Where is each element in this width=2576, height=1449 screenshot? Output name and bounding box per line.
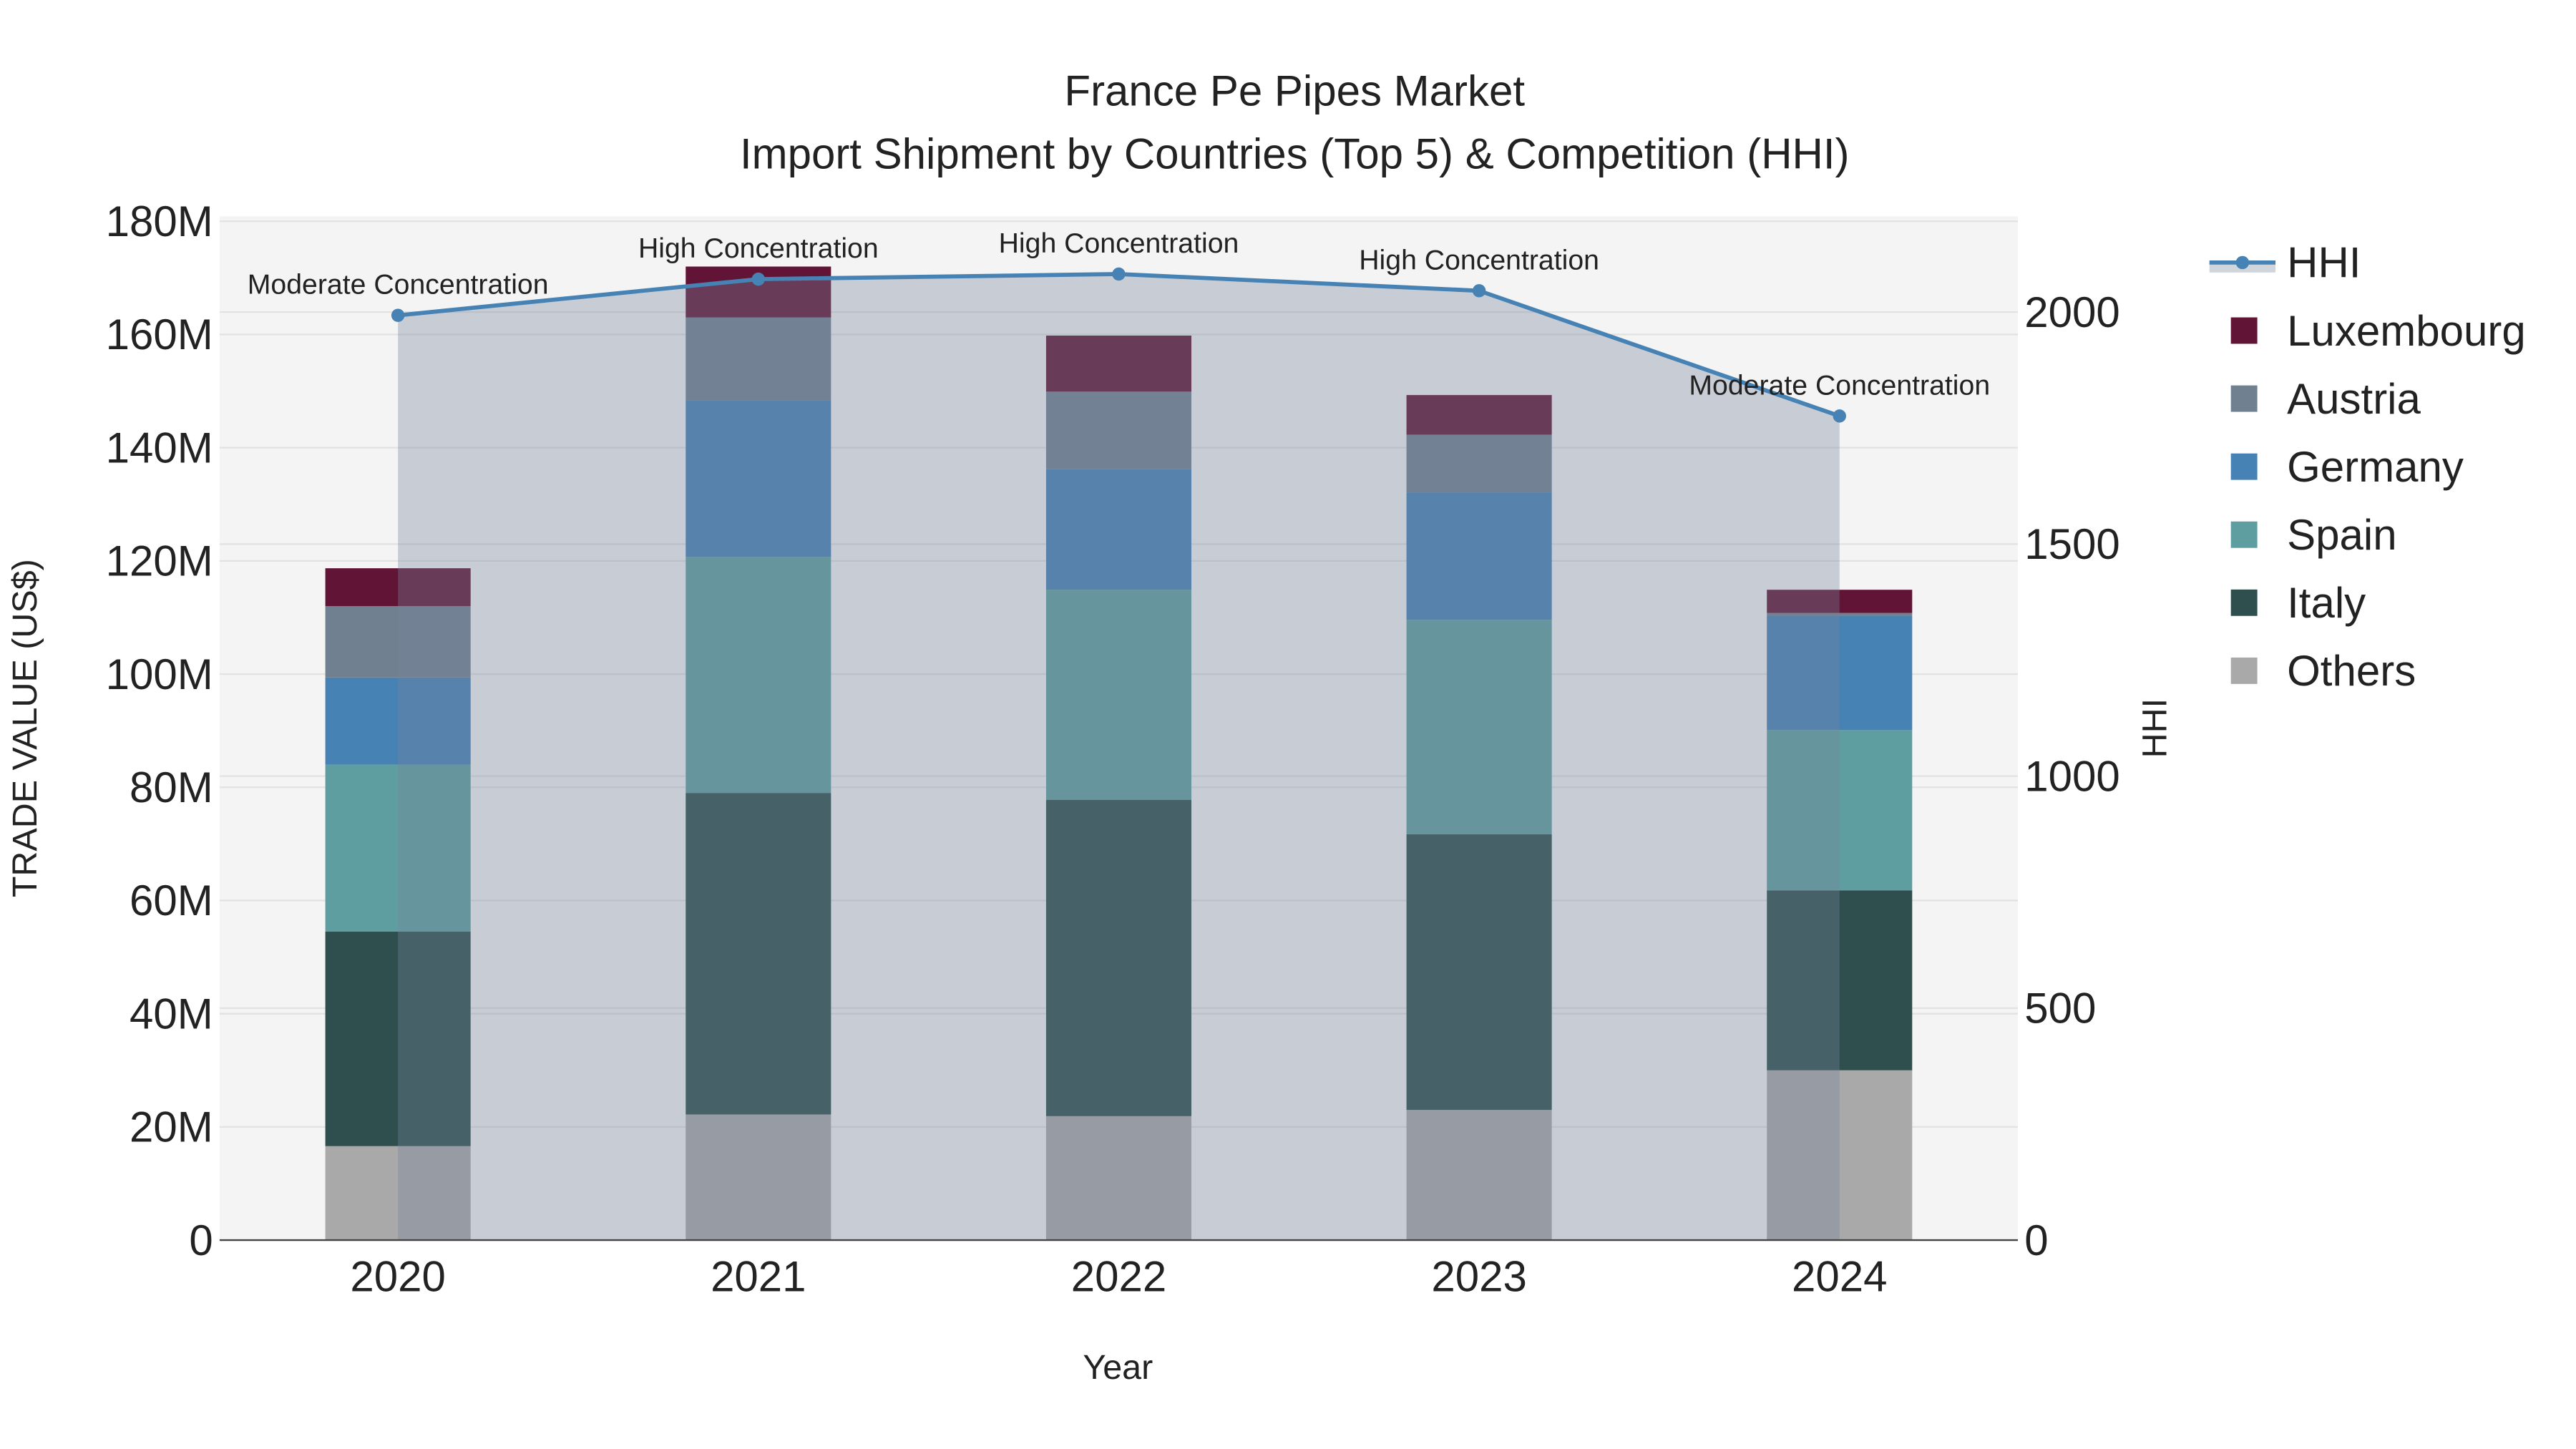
bar-luxembourg xyxy=(1767,590,1913,613)
hhi-area xyxy=(398,273,1840,1241)
legend-label: Austria xyxy=(2287,375,2421,423)
hhi-annotation: High Concentration xyxy=(999,228,1239,259)
hhi-line: Moderate Concentration High Concentration… xyxy=(248,228,1990,423)
bar-austria xyxy=(1406,434,1552,493)
y-tick-label: 140M xyxy=(106,424,213,472)
hhi-annotation: Moderate Concentration xyxy=(1689,369,1990,401)
y-tick-label: 40M xyxy=(130,990,213,1038)
x-axis-ticks: 2020 2021 2022 2023 2024 xyxy=(350,1253,1887,1301)
chart-subtitle: Import Shipment by Countries (Top 5) & C… xyxy=(740,130,1850,177)
bar-italy xyxy=(1767,890,1913,1070)
hhi-point xyxy=(1472,284,1486,298)
legend-swatch-italy xyxy=(2230,589,2258,616)
legend-label: Germany xyxy=(2287,443,2464,491)
bar-italy xyxy=(1045,799,1191,1116)
y-axis-ticks: 0 20M 40M 60M 80M 100M 120M 140M 160M 180M xyxy=(106,197,213,1264)
legend-swatch-luxembourg xyxy=(2230,317,2258,344)
x-tick-label: 2024 xyxy=(1792,1253,1887,1301)
legend-swatch-austria xyxy=(2230,385,2258,412)
y2-tick-label: 1000 xyxy=(2024,752,2119,800)
y-tick-label: 20M xyxy=(130,1103,213,1151)
hhi-point xyxy=(1112,267,1126,281)
y-tick-label: 160M xyxy=(106,311,213,358)
x-tick-label: 2023 xyxy=(1431,1253,1526,1301)
y-tick-label: 0 xyxy=(189,1216,213,1264)
bars xyxy=(325,266,1913,1241)
bar-spain xyxy=(686,557,831,794)
bar-germany xyxy=(1045,469,1191,590)
y-tick-label: 180M xyxy=(106,197,213,245)
bar-germany xyxy=(325,677,471,765)
bar-austria xyxy=(325,606,471,678)
legend-swatch-spain xyxy=(2230,521,2258,548)
legend-swatch-others xyxy=(2230,657,2258,684)
y2-tick-label: 500 xyxy=(2024,985,2096,1033)
legend-swatch-germany xyxy=(2230,453,2258,480)
legend: HHI Luxembourg Austria Germany Spain Italy Oth… xyxy=(2209,239,2526,695)
hhi-point xyxy=(1833,409,1846,423)
y2-axis-ticks: 0 500 1000 1500 2000 xyxy=(2024,288,2119,1264)
legend-label: HHI xyxy=(2287,239,2361,287)
bar-spain xyxy=(1767,730,1913,891)
bar-others xyxy=(1767,1070,1913,1241)
bar-others xyxy=(686,1114,831,1241)
x-tick-label: 2020 xyxy=(350,1253,445,1301)
chart-title: France Pe Pipes Market xyxy=(1064,67,1525,115)
hhi-annotation: High Concentration xyxy=(1359,244,1599,275)
y2-tick-label: 1500 xyxy=(2024,520,2119,568)
hhi-point xyxy=(391,308,405,322)
y2-tick-label: 2000 xyxy=(2024,288,2119,336)
bar-italy xyxy=(1406,834,1552,1111)
bar-others xyxy=(325,1146,471,1241)
bar-austria xyxy=(1767,613,1913,616)
bar-austria xyxy=(1045,391,1191,469)
legend-label: Others xyxy=(2287,647,2416,695)
bar-germany xyxy=(1767,615,1913,731)
bar-spain xyxy=(1406,620,1552,834)
bar-spain xyxy=(1045,590,1191,800)
bar-germany xyxy=(686,400,831,557)
y-tick-label: 80M xyxy=(130,763,213,811)
y2-axis-label: HHI xyxy=(2136,698,2175,758)
y2-tick-label: 0 xyxy=(2024,1216,2048,1264)
bar-austria xyxy=(686,317,831,401)
bar-others xyxy=(1045,1116,1191,1241)
legend-label: Luxembourg xyxy=(2287,307,2526,355)
bar-germany xyxy=(1406,492,1552,620)
legend-label: Italy xyxy=(2287,579,2366,627)
bar-italy xyxy=(686,793,831,1115)
x-tick-label: 2022 xyxy=(1071,1253,1166,1301)
y-axis-label: TRADE VALUE (US$) xyxy=(6,559,44,897)
bar-luxembourg xyxy=(1406,395,1552,435)
y-tick-label: 120M xyxy=(106,537,213,585)
bar-luxembourg xyxy=(1045,336,1191,392)
x-tick-label: 2021 xyxy=(711,1253,806,1301)
bar-spain xyxy=(325,764,471,932)
legend-hhi-marker xyxy=(2235,255,2250,270)
bar-italy xyxy=(325,931,471,1146)
x-axis-label: Year xyxy=(1083,1348,1153,1387)
hhi-annotation: High Concentration xyxy=(638,233,879,264)
hhi-annotation: Moderate Concentration xyxy=(248,269,549,301)
hhi-area-fill xyxy=(398,273,1840,1241)
y-tick-label: 100M xyxy=(106,650,213,698)
bar-luxembourg xyxy=(325,568,471,607)
bar-others xyxy=(1406,1110,1552,1241)
legend-label: Spain xyxy=(2287,511,2396,559)
y-tick-label: 60M xyxy=(130,877,213,924)
hhi-point xyxy=(751,272,766,286)
